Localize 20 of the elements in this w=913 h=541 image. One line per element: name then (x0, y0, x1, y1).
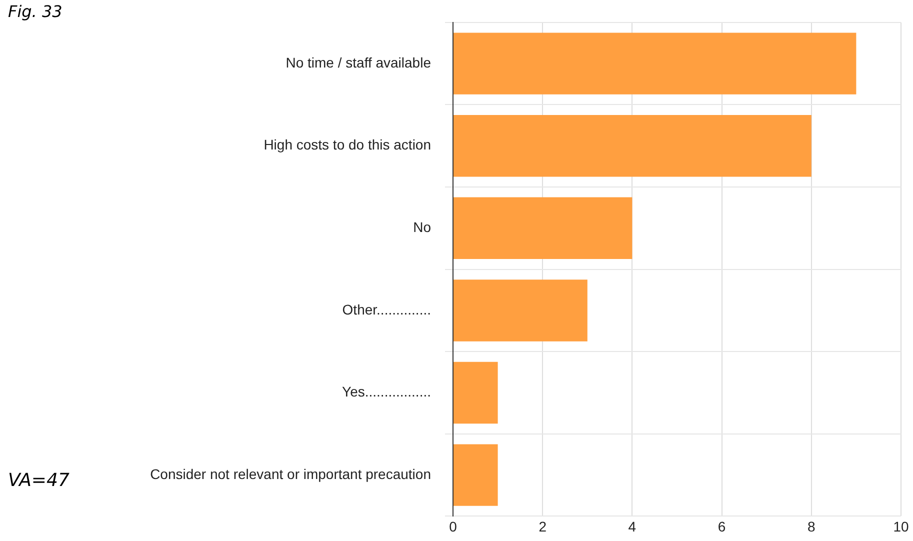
y-tick-label: No time / staff available (286, 54, 432, 70)
y-tick-label: No (413, 219, 432, 236)
x-tick-label: 6 (718, 518, 726, 534)
bar (454, 197, 632, 260)
y-tick-label: High costs to do this action (264, 136, 431, 153)
bar (454, 32, 856, 94)
bar (454, 444, 498, 506)
x-tick-label: 8 (808, 518, 816, 534)
bar (454, 362, 498, 424)
x-tick-label: 10 (893, 518, 909, 534)
bar (454, 280, 588, 342)
text: Fig. 33 (8, 2, 62, 21)
bar (454, 114, 812, 177)
y-tick-label: Consider not relevant or important precaution (150, 466, 431, 482)
y-tick-label: Yes................. (342, 384, 431, 400)
x-tick-label: 0 (449, 518, 458, 534)
x-tick-label: 4 (628, 518, 636, 534)
text: VA=47 (8, 470, 70, 491)
y-tick-label: Other.............. (342, 301, 431, 318)
x-tick-label: 2 (538, 518, 547, 534)
